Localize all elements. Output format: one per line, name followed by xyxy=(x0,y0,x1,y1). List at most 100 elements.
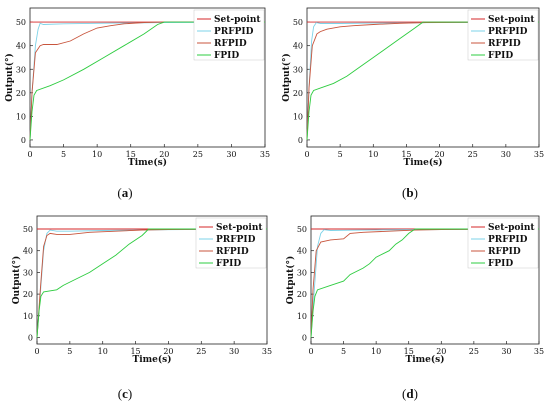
legend-label: Set-point xyxy=(214,15,261,25)
series-line-rfpid xyxy=(306,21,540,140)
y-tick-label: 40 xyxy=(297,247,307,256)
y-tick-label: 40 xyxy=(23,247,33,256)
panel-caption: (d) xyxy=(402,386,418,401)
legend-label: RFPID xyxy=(214,39,247,49)
panel-caption: (b) xyxy=(402,185,418,200)
legend-label: FPID xyxy=(488,51,513,61)
y-axis-label: Output(°) xyxy=(285,256,296,305)
y-tick-label: 0 xyxy=(28,333,33,342)
legend-box xyxy=(467,9,539,61)
plot-frame xyxy=(29,7,266,148)
series-line-fpid xyxy=(310,228,539,338)
y-tick-label: 10 xyxy=(293,112,303,121)
x-tick-label: 25 xyxy=(469,347,479,356)
y-tick-label: 40 xyxy=(16,42,26,51)
legend-label: RFPID xyxy=(488,247,521,257)
series-line-prfpid xyxy=(310,228,540,338)
y-tick-label: 30 xyxy=(23,268,33,277)
y-tick-label: 20 xyxy=(16,89,26,98)
y-tick-label: 40 xyxy=(293,42,303,51)
y-tick-label: 0 xyxy=(21,136,26,145)
y-tick-label: 10 xyxy=(16,112,26,121)
x-tick-label: 10 xyxy=(92,150,102,159)
y-tick-label: 20 xyxy=(293,89,303,98)
series-line-fpid xyxy=(29,21,265,140)
plot-frame xyxy=(36,215,268,345)
x-axis-label: Time(s) xyxy=(406,354,445,365)
x-tick-label: 25 xyxy=(468,150,478,159)
x-tick-label: 15 xyxy=(126,150,136,159)
chart-panel-d: 0 5 10 15 20 25 30 35 0 10 20 30 40 50 Time(s) Output(°… xyxy=(285,215,544,401)
x-tick-label: 10 xyxy=(368,150,378,159)
chart-panel-a: 0 5 10 15 20 25 30 35 0 10 20 30 40 50 Time(s) Output(°… xyxy=(4,7,270,200)
y-tick-label: 30 xyxy=(16,65,26,74)
legend-label: PRFPID xyxy=(488,27,528,37)
y-tick-label: 30 xyxy=(297,268,307,277)
legend-label: Set-point xyxy=(488,15,535,25)
series-line-rfpid xyxy=(36,228,268,338)
x-axis-label: Time(s) xyxy=(128,157,167,168)
x-tick-label: 20 xyxy=(159,150,169,159)
x-tick-label: 5 xyxy=(67,347,72,356)
y-axis-label: Output(°) xyxy=(281,53,292,102)
x-tick-label: 0 xyxy=(304,150,309,159)
x-tick-label: 20 xyxy=(436,347,446,356)
y-tick-label: 20 xyxy=(23,290,33,299)
y-tick-label: 10 xyxy=(23,312,33,321)
plot-frame xyxy=(306,7,540,148)
legend-label: Set-point xyxy=(488,223,535,233)
series-line-rfpid xyxy=(310,228,540,338)
series-line-fpid xyxy=(36,228,267,338)
legend-label: PRFPID xyxy=(488,235,528,245)
x-tick-label: 20 xyxy=(434,150,444,159)
legend-box xyxy=(195,217,267,269)
x-tick-label: 0 xyxy=(34,347,39,356)
x-tick-label: 5 xyxy=(341,347,346,356)
y-axis-label: Output(°) xyxy=(11,256,22,305)
series-line-rfpid xyxy=(29,21,265,140)
x-tick-label: 30 xyxy=(501,150,511,159)
x-tick-label: 30 xyxy=(229,347,239,356)
plot-frame xyxy=(310,215,540,345)
y-tick-label: 50 xyxy=(293,18,303,27)
y-tick-label: 50 xyxy=(16,18,26,27)
chart-panel-c: 0 5 10 15 20 25 30 35 0 10 20 30 40 50 Time(s) Output(°… xyxy=(11,215,272,401)
x-tick-label: 20 xyxy=(163,347,173,356)
x-tick-label: 25 xyxy=(196,347,206,356)
series-line-fpid xyxy=(306,21,539,140)
legend-label: FPID xyxy=(214,51,239,61)
panel-caption: (a) xyxy=(117,185,132,200)
x-tick-label: 35 xyxy=(262,347,272,356)
y-tick-label: 10 xyxy=(297,312,307,321)
legend-label: FPID xyxy=(216,259,241,269)
y-tick-label: 20 xyxy=(297,290,307,299)
x-tick-label: 5 xyxy=(338,150,343,159)
x-tick-label: 5 xyxy=(61,150,66,159)
y-tick-label: 0 xyxy=(298,136,303,145)
legend-label: PRFPID xyxy=(214,27,254,37)
x-tick-label: 35 xyxy=(534,150,544,159)
x-axis-label: Time(s) xyxy=(133,354,172,365)
y-tick-label: 50 xyxy=(23,225,33,234)
x-tick-label: 10 xyxy=(371,347,381,356)
legend-label: RFPID xyxy=(216,247,249,257)
x-tick-label: 35 xyxy=(534,347,544,356)
x-tick-label: 30 xyxy=(226,150,236,159)
legend-label: Set-point xyxy=(216,223,263,233)
y-tick-label: 0 xyxy=(302,333,307,342)
x-tick-label: 0 xyxy=(308,347,313,356)
x-tick-label: 15 xyxy=(401,150,411,159)
x-tick-label: 35 xyxy=(260,150,270,159)
x-tick-label: 15 xyxy=(404,347,414,356)
x-axis-label: Time(s) xyxy=(404,157,443,168)
x-tick-label: 10 xyxy=(98,347,108,356)
legend-label: FPID xyxy=(488,259,513,269)
legend-label: RFPID xyxy=(488,39,521,49)
x-tick-label: 0 xyxy=(27,150,32,159)
x-tick-label: 25 xyxy=(193,150,203,159)
y-tick-label: 30 xyxy=(293,65,303,74)
legend-box xyxy=(193,9,265,61)
x-tick-label: 30 xyxy=(501,347,511,356)
legend-label: PRFPID xyxy=(216,235,256,245)
